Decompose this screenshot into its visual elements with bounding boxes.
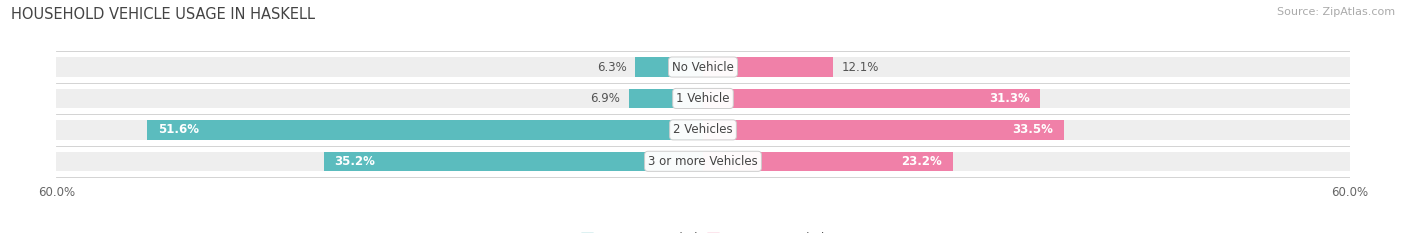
Text: HOUSEHOLD VEHICLE USAGE IN HASKELL: HOUSEHOLD VEHICLE USAGE IN HASKELL (11, 7, 315, 22)
Text: 31.3%: 31.3% (988, 92, 1029, 105)
Text: 2 Vehicles: 2 Vehicles (673, 123, 733, 136)
Bar (636, 57, 703, 77)
Text: 3 or more Vehicles: 3 or more Vehicles (648, 155, 758, 168)
Text: 12.1%: 12.1% (842, 61, 879, 74)
Text: 6.9%: 6.9% (591, 92, 620, 105)
Text: No Vehicle: No Vehicle (672, 61, 734, 74)
Bar (703, 89, 1350, 108)
Bar (56, 89, 703, 108)
Text: 51.6%: 51.6% (157, 123, 198, 136)
Bar (56, 120, 703, 140)
Text: 33.5%: 33.5% (1012, 123, 1053, 136)
Bar (703, 120, 1350, 140)
Legend: Owner-occupied, Renter-occupied: Owner-occupied, Renter-occupied (576, 228, 830, 233)
Bar (146, 120, 703, 140)
Bar (703, 152, 953, 171)
Text: Source: ZipAtlas.com: Source: ZipAtlas.com (1277, 7, 1395, 17)
Text: 35.2%: 35.2% (335, 155, 375, 168)
Bar (703, 120, 1064, 140)
Bar (703, 152, 1350, 171)
Text: 23.2%: 23.2% (901, 155, 942, 168)
Bar (703, 57, 834, 77)
Bar (703, 57, 1350, 77)
Text: 6.3%: 6.3% (596, 61, 627, 74)
Bar (56, 57, 703, 77)
Bar (703, 89, 1040, 108)
Bar (56, 152, 703, 171)
Bar (323, 152, 703, 171)
Text: 1 Vehicle: 1 Vehicle (676, 92, 730, 105)
Bar (628, 89, 703, 108)
